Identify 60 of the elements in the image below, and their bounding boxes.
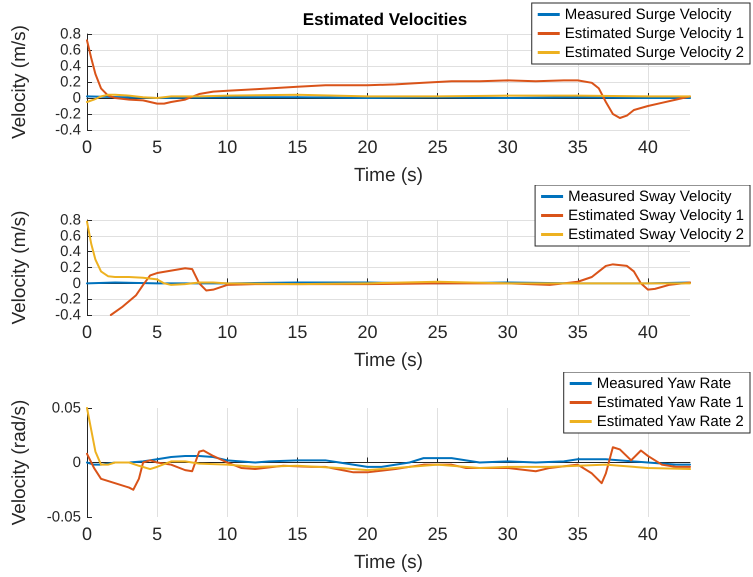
y-axis-title: Velocity (m/s): [9, 24, 30, 140]
y-tick-label: 0.4: [60, 58, 81, 74]
y-axis-title: Velocity (rad/s): [9, 400, 30, 526]
x-tick-label: 30: [498, 137, 518, 157]
y-tick-label: -0.4: [55, 122, 81, 138]
y-tick-label: 0.2: [60, 74, 81, 90]
x-axis-title: Time (s): [354, 552, 423, 573]
x-tick-label: 15: [287, 322, 308, 342]
y-tick-label: 0.4: [60, 243, 81, 260]
y-tick-label: 0: [72, 90, 81, 106]
chart-title: Estimated Velocities: [302, 10, 468, 29]
x-tick-label: 10: [217, 524, 238, 544]
y-tick-label: -0.2: [55, 290, 81, 308]
legend-label: Estimated Sway Velocity 1: [568, 207, 744, 224]
legend-label: Estimated Surge Velocity 1: [564, 25, 744, 42]
y-tick-label: 0.6: [60, 42, 81, 58]
x-axis-title: Time (s): [354, 165, 423, 186]
x-tick-label: 15: [287, 524, 308, 544]
y-tick-label: 0: [72, 274, 81, 292]
x-tick-label: 5: [152, 322, 162, 342]
x-axis-title: Time (s): [354, 350, 423, 371]
legend-label: Measured Sway Velocity: [568, 188, 732, 205]
x-tick-label: 40: [638, 322, 658, 342]
x-tick-label: 25: [428, 524, 448, 544]
line-series: [86, 454, 691, 468]
legend-label: Estimated Yaw Rate 1: [596, 394, 744, 411]
y-tick-label: -0.4: [55, 306, 81, 324]
x-tick-label: 35: [568, 137, 588, 157]
y-tick-label: 0.6: [60, 227, 81, 244]
line-series: [86, 94, 691, 103]
x-tick-label: 5: [152, 524, 162, 544]
x-tick-label: 40: [638, 137, 658, 157]
x-tick-label: 25: [428, 137, 448, 157]
legend-label: Measured Yaw Rate: [596, 375, 732, 392]
y-tick-label: -0.2: [55, 106, 81, 122]
x-tick-label: 20: [357, 322, 378, 342]
x-tick-label: 40: [638, 524, 658, 544]
x-tick-label: 15: [287, 137, 308, 157]
x-tick-label: 10: [217, 137, 238, 157]
y-tick-label: 0.2: [60, 259, 81, 276]
legend-label: Estimated Sway Velocity 2: [568, 226, 744, 243]
y-tick-label: 0.05: [52, 400, 81, 416]
x-tick-label: 20: [357, 137, 378, 157]
y-axis-title: Velocity (m/s): [9, 210, 30, 325]
legend-label: Measured Surge Velocity: [564, 6, 732, 23]
y-tick-label: 0: [72, 454, 81, 471]
x-tick-label: 30: [498, 524, 518, 544]
x-tick-label: 35: [568, 524, 588, 544]
x-tick-label: 30: [498, 322, 518, 342]
x-tick-label: 20: [357, 524, 378, 544]
x-tick-label: 5: [152, 137, 162, 157]
y-tick-label: -0.05: [46, 508, 81, 526]
x-tick-label: 35: [568, 322, 588, 342]
legend-label: Estimated Surge Velocity 2: [564, 44, 744, 61]
y-tick-label: 0.8: [60, 212, 81, 228]
legend-label: Estimated Yaw Rate 2: [596, 413, 744, 430]
y-tick-label: 0.8: [60, 26, 81, 42]
line-series: [86, 446, 691, 491]
x-tick-label: 10: [217, 322, 238, 342]
x-tick-label: 25: [428, 322, 448, 342]
